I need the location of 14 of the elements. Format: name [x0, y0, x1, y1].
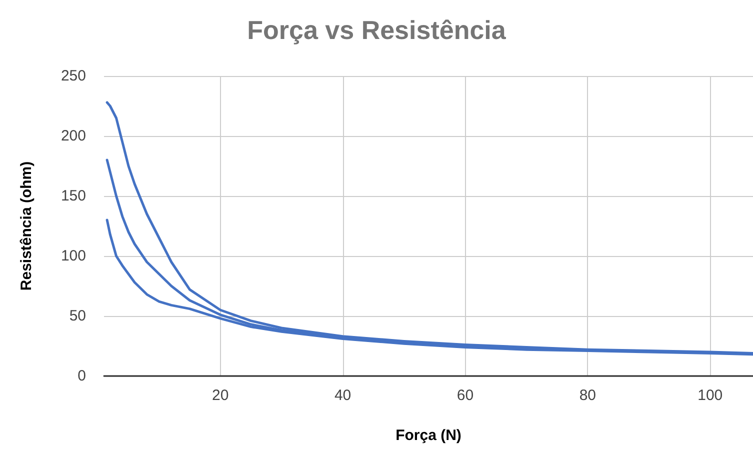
chart-title: Força vs Resistência [247, 15, 506, 45]
y-axis-title: Resistência (ohm) [18, 161, 35, 291]
y-tick-label: 0 [78, 368, 86, 384]
y-tick-label: 100 [60, 248, 86, 264]
y-tick-label: 150 [60, 188, 86, 204]
x-tick-label: 100 [698, 387, 723, 404]
x-tick-label: 60 [456, 387, 474, 404]
x-tick-label: 20 [212, 387, 229, 404]
x-tick-label: 40 [334, 387, 352, 404]
x-axis-title: Força (N) [396, 427, 462, 444]
y-tick-label: 200 [60, 128, 86, 144]
x-tick-label: 80 [579, 387, 596, 404]
y-tick-label: 50 [69, 308, 86, 324]
y-tick-label: 250 [60, 68, 86, 84]
